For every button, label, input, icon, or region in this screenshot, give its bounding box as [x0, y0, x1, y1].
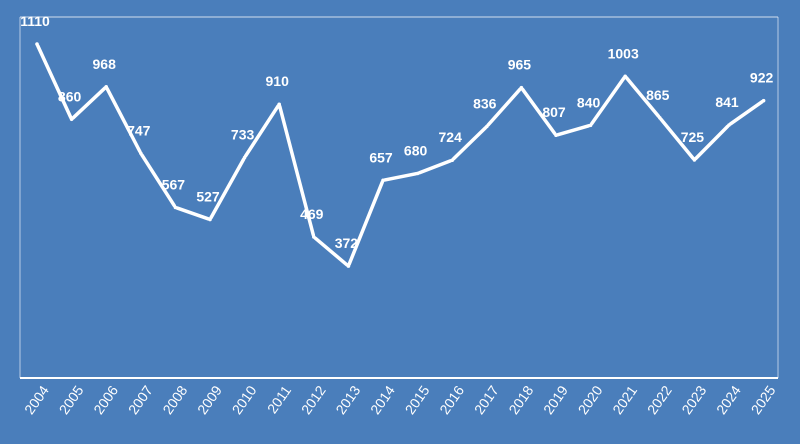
x-tick-label-2007: 2007: [125, 382, 156, 417]
data-label-2023: 725: [681, 129, 705, 145]
line-segment-2007-2008: [140, 153, 177, 208]
data-label-2017: 836: [473, 96, 497, 112]
data-label-2024: 841: [715, 94, 739, 110]
point-2008: [173, 205, 178, 210]
x-tick-label-2022: 2022: [644, 382, 675, 417]
line-segment-2024-2025: [728, 100, 764, 126]
point-2023: [692, 158, 697, 162]
point-2010: [242, 155, 247, 160]
data-label-2014: 657: [369, 149, 393, 165]
point-2021: [623, 74, 627, 79]
point-2019: [554, 133, 558, 138]
x-tick-label-2004: 2004: [21, 382, 52, 417]
data-label-2011: 910: [266, 73, 290, 89]
x-tick-label-2014: 2014: [367, 382, 398, 417]
line-segment-2009-2010: [209, 157, 246, 220]
point-2025: [761, 98, 766, 103]
line-segment-2021-2022: [624, 76, 661, 118]
data-label-2008: 567: [162, 176, 186, 192]
x-tick-label-2011: 2011: [264, 382, 294, 416]
data-label-2021: 1003: [608, 45, 639, 61]
point-2018: [519, 85, 524, 90]
point-2012: [312, 235, 316, 239]
x-tick-label-2017: 2017: [471, 382, 502, 417]
line-segment-2013-2014: [347, 180, 385, 266]
point-2014: [381, 178, 385, 183]
data-label-2013: 372: [335, 235, 359, 251]
drop-lines: [36, 32, 765, 378]
point-2020: [588, 123, 593, 128]
data-label-2022: 865: [646, 87, 670, 103]
data-label-2019: 807: [542, 104, 566, 120]
point-2022: [658, 115, 662, 120]
data-label-2010: 733: [231, 126, 255, 142]
x-tick-label-2012: 2012: [298, 382, 329, 417]
x-tick-label-2008: 2008: [159, 382, 190, 417]
x-tick-label-2020: 2020: [575, 382, 606, 417]
data-labels: 1110 860 968 747 567 527 733 910 469 372 657 680 724…: [20, 13, 773, 251]
x-tick-label-2025: 2025: [748, 382, 779, 417]
data-label-2015: 680: [404, 142, 428, 158]
x-tick-label-2015: 2015: [402, 382, 433, 417]
data-label-2005: 860: [58, 88, 82, 104]
x-tick-label-2006: 2006: [90, 382, 121, 417]
line-segment-2015-2016: [417, 159, 453, 175]
line-segment-2022-2023: [659, 117, 695, 161]
point-2013: [346, 264, 351, 268]
line-segment-2011-2012: [277, 104, 316, 237]
x-tick-label-2016: 2016: [436, 382, 467, 417]
point-2024: [727, 123, 731, 127]
data-label-2020: 840: [577, 94, 601, 110]
x-tick-label-2010: 2010: [229, 382, 260, 417]
data-label-2016: 724: [439, 129, 463, 145]
x-tick-label-2021: 2021: [609, 382, 640, 417]
line-segment-2006-2007: [105, 86, 142, 154]
point-2009: [208, 217, 212, 222]
line-segment-2012-2013: [313, 236, 349, 267]
line-segment-2019-2020: [556, 124, 591, 137]
data-label-2006: 968: [93, 56, 117, 72]
line-segment-2017-2018: [486, 87, 522, 127]
data-label-2018: 965: [508, 57, 532, 73]
point-2015: [415, 171, 420, 176]
line-segment-2016-2017: [451, 126, 488, 161]
point-2004: [35, 42, 39, 46]
x-tick-label-2013: 2013: [332, 382, 363, 417]
x-tick-label-2005: 2005: [56, 382, 87, 417]
x-axis-tick-labels: 2004 2005 2006 2007 2008 2009 2010 2011 2012 2013…: [21, 382, 779, 417]
x-tick-label-2024: 2024: [713, 382, 744, 417]
point-2016: [450, 158, 455, 162]
line-segment-2004-2005: [36, 44, 73, 120]
data-label-2012: 469: [300, 206, 324, 222]
line-segment-2020-2021: [590, 76, 626, 126]
data-label-2025: 922: [750, 70, 774, 86]
line-segment-2010-2011: [243, 104, 280, 158]
x-tick-label-2018: 2018: [505, 382, 536, 417]
point-2011: [277, 102, 282, 107]
data-label-2004: 1110: [20, 13, 50, 29]
x-tick-label-2009: 2009: [194, 382, 225, 417]
point-2005: [69, 117, 74, 122]
x-tick-label-2023: 2023: [678, 382, 709, 417]
series-line: [35, 42, 766, 268]
data-label-2009: 527: [196, 188, 220, 204]
point-2017: [485, 124, 489, 129]
point-2007: [139, 151, 143, 156]
line-segment-2014-2015: [383, 172, 418, 182]
line-segment-2018-2019: [520, 87, 557, 136]
line-segment-2005-2006: [71, 86, 107, 120]
line-segment-2008-2009: [175, 206, 210, 221]
line-segment-2023-2024: [694, 124, 730, 161]
point-2006: [104, 84, 108, 89]
x-tick-label-2019: 2019: [540, 382, 571, 417]
data-label-2007: 747: [127, 122, 151, 138]
